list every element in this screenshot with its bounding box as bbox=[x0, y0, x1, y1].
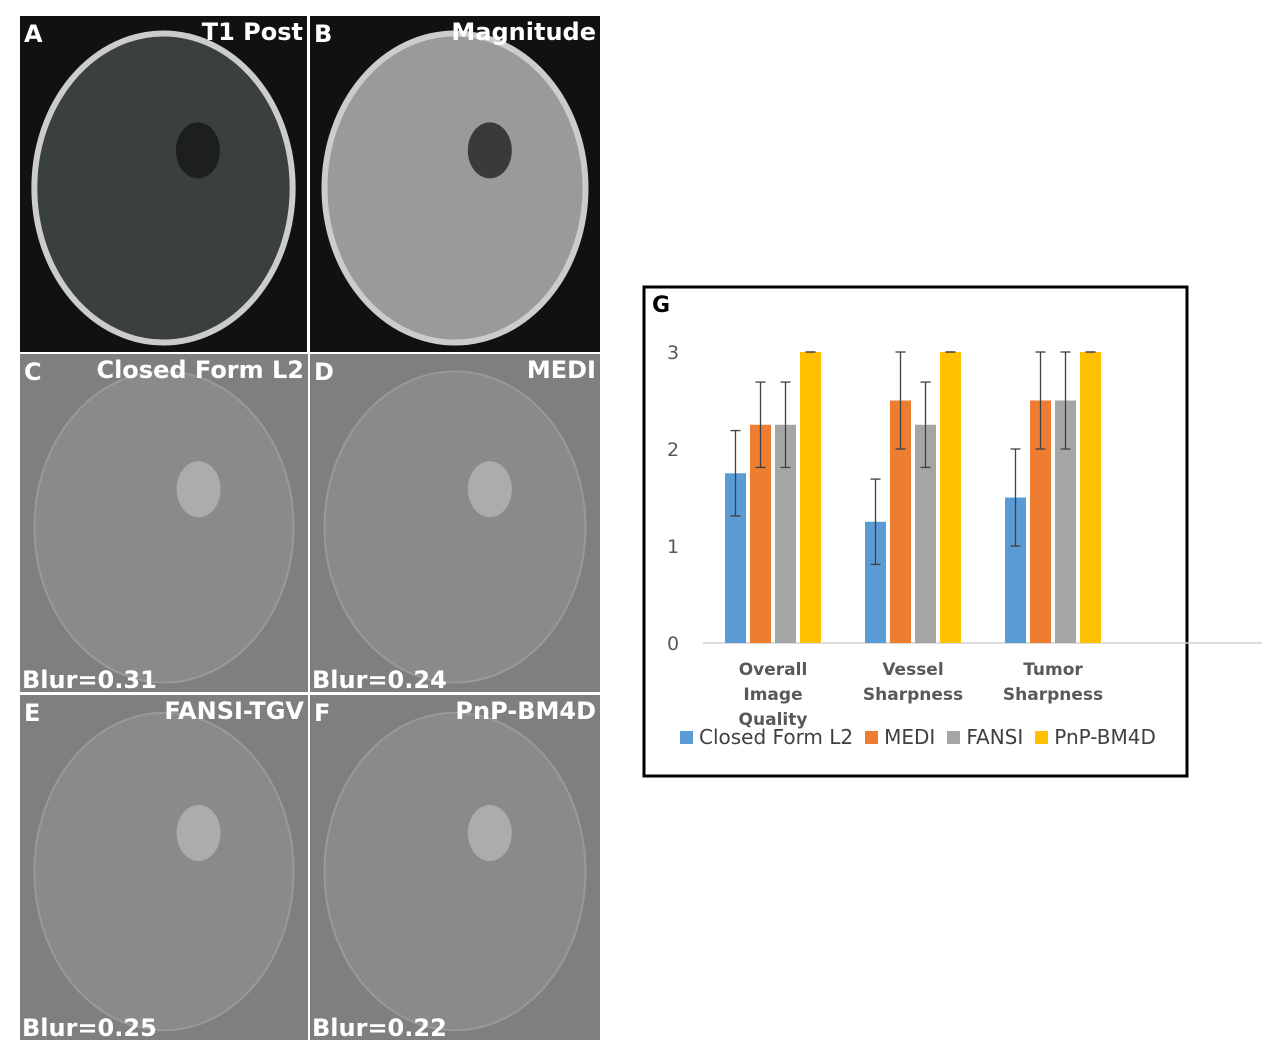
bar bbox=[1080, 352, 1101, 643]
legend-swatch bbox=[947, 730, 961, 744]
panel-title: T1 Post bbox=[202, 18, 303, 46]
legend-item: MEDI bbox=[865, 725, 935, 749]
x-tick-label: Vessel Sharpness bbox=[862, 660, 964, 705]
panel-letter: F bbox=[314, 699, 330, 727]
panel-title: Closed Form L2 bbox=[96, 356, 304, 384]
x-tick-label: Tumor Sharpness bbox=[1002, 660, 1104, 705]
legend-item: PnP-BM4D bbox=[1035, 725, 1156, 749]
bar bbox=[1005, 497, 1026, 643]
panel-letter: D bbox=[314, 358, 334, 386]
brain-feature bbox=[467, 122, 512, 179]
blur-label: Blur=0.24 bbox=[312, 666, 447, 694]
legend-label: PnP-BM4D bbox=[1054, 725, 1156, 749]
legend-item: FANSI bbox=[947, 725, 1023, 749]
panel-title: Magnitude bbox=[451, 18, 596, 46]
bar bbox=[890, 400, 911, 643]
blur-label: Blur=0.31 bbox=[22, 666, 157, 694]
bar bbox=[865, 521, 886, 643]
legend-label: FANSI bbox=[966, 725, 1024, 749]
bar bbox=[775, 424, 796, 643]
bar bbox=[725, 473, 746, 643]
error-bar bbox=[1010, 448, 1021, 547]
panel-title: MEDI bbox=[527, 356, 596, 384]
legend-item: Closed Form L2 bbox=[680, 725, 853, 749]
panel-letter: E bbox=[24, 699, 40, 727]
brain-feature bbox=[175, 122, 220, 179]
panel-letter: C bbox=[24, 358, 42, 386]
brain bbox=[33, 370, 295, 684]
brain-feature bbox=[467, 461, 512, 518]
panel-title: FANSI-TGV bbox=[164, 697, 304, 725]
legend-swatch bbox=[680, 730, 693, 744]
legend-label: MEDI bbox=[884, 725, 936, 749]
legend: Closed Form L2 MEDI FANSI PnP-BM4D bbox=[680, 725, 1156, 749]
legend-swatch bbox=[1035, 730, 1049, 744]
x-tick-label: Overall Image Quality bbox=[738, 660, 808, 730]
legend-label: Closed Form L2 bbox=[699, 725, 854, 749]
panel-letter: B bbox=[314, 20, 332, 48]
bar bbox=[750, 424, 771, 643]
bar bbox=[1030, 400, 1051, 643]
panel-title: PnP-BM4D bbox=[455, 697, 596, 725]
error-bar bbox=[1060, 351, 1071, 450]
error-bar bbox=[755, 381, 766, 469]
y-tick-label: 0 bbox=[667, 633, 679, 655]
legend-swatch bbox=[865, 730, 879, 744]
brain bbox=[321, 30, 589, 346]
bar bbox=[915, 424, 936, 643]
error-bar bbox=[730, 429, 741, 517]
blur-label: Blur=0.22 bbox=[312, 1014, 447, 1042]
y-tick-label: 2 bbox=[667, 439, 679, 461]
brain bbox=[31, 30, 296, 346]
error-bar bbox=[895, 351, 906, 450]
brain-feature bbox=[467, 805, 512, 861]
brain-feature bbox=[176, 805, 221, 861]
chart-panel-label: G bbox=[652, 293, 670, 318]
brain bbox=[323, 711, 587, 1032]
error-bar bbox=[780, 381, 791, 469]
error-bar bbox=[920, 381, 931, 469]
bar bbox=[1055, 400, 1076, 643]
brain bbox=[33, 711, 295, 1032]
error-bar bbox=[1035, 351, 1046, 450]
y-tick-label: 1 bbox=[667, 536, 679, 558]
bar bbox=[800, 352, 821, 643]
error-bar bbox=[870, 478, 881, 566]
blur-label: Blur=0.25 bbox=[22, 1014, 157, 1042]
bar bbox=[940, 352, 961, 643]
panel-letter: A bbox=[24, 20, 43, 48]
brain bbox=[323, 370, 587, 684]
brain-feature bbox=[176, 461, 221, 518]
y-tick-label: 3 bbox=[667, 342, 679, 364]
